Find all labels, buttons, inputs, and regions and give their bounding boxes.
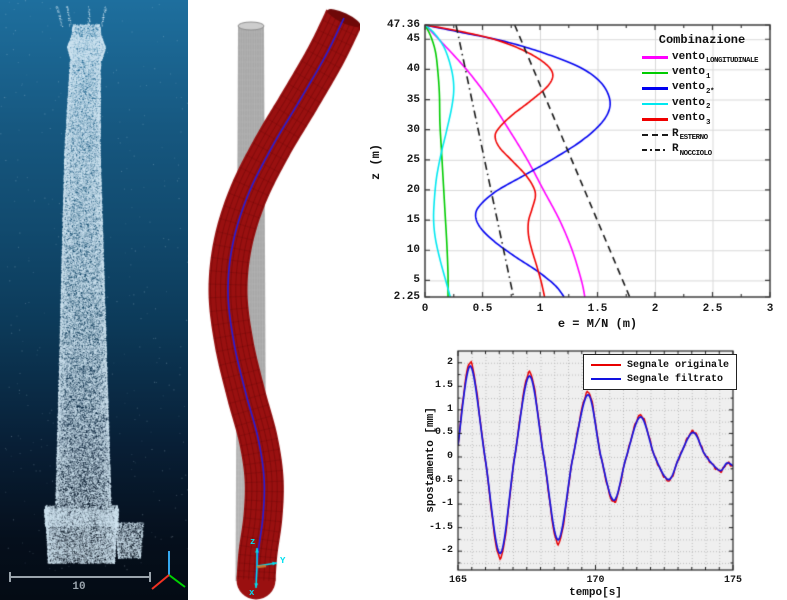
chart1-ytick-label: 15 [406, 214, 420, 227]
scale-bar [9, 572, 151, 582]
legend-label-base: vento [672, 66, 706, 79]
chart1-ytick-label: 47.36 [386, 19, 420, 31]
legend-label-base: vento [672, 96, 706, 109]
chart2-legend-item: Segnale originale [591, 358, 729, 372]
chart1-ytick-label: 40 [406, 63, 420, 76]
legend-item-label: vento2 [672, 96, 711, 112]
chart1-legend-title: Combinazione [658, 33, 746, 47]
chart2-ytick-label: 2 [446, 356, 453, 368]
chart1-ytick-label: 35 [406, 93, 420, 106]
axis-triad-icon [151, 551, 186, 590]
chart1-legend-item: RNOCCIOLO [632, 142, 772, 158]
legend-item-label: RNOCCIOLO [672, 143, 713, 158]
legend-label-base: vento [672, 112, 706, 125]
chart1-ytick-label: 25 [406, 153, 420, 166]
chart1-ytick-label: 20 [406, 183, 420, 196]
chart2-xtick-label: 170 [586, 575, 605, 586]
chart1-xtick-label: 3 [766, 303, 774, 315]
legend-item-label: RESTERNO [672, 127, 709, 143]
legend-label-base: R [672, 143, 679, 156]
pointcloud-canvas [0, 0, 188, 600]
legend-line-swatch-icon [591, 363, 621, 367]
chart2-ytick-label: -1 [440, 498, 453, 510]
eccentricity-chart: z (m) e = M/N (m) 2.25 5 10 15 20 25 30 35 40 45 4… [360, 0, 787, 345]
chart1-xtick-label: 0 [421, 303, 429, 315]
legend-item-label: ventoLONGITUDINALE [672, 50, 759, 66]
legend-item-label: vento2* [672, 81, 715, 96]
chart2-x-axis-label: tempo[s] [569, 587, 622, 599]
scale-bar-label: 10 [72, 581, 86, 593]
legend-line-swatch-icon [642, 149, 668, 152]
chart1-ytick-label: 2.25 [393, 291, 420, 303]
chart2-legend-item: Segnale filtrato [591, 372, 729, 386]
chart1-xtick-label: 1.5 [587, 303, 608, 315]
fem-mesh-canvas [188, 0, 360, 600]
legend-line-swatch-icon [642, 133, 668, 136]
chart1-xtick-label: 2.5 [702, 303, 723, 315]
chart1-legend-rows: ventoLONGITUDINALE vento1 vento2* vento2 ven… [632, 50, 772, 158]
chart2-ytick-label: 1.5 [434, 380, 453, 392]
chart1-legend-item: vento2* [632, 81, 772, 96]
legend-item-label: Segnale filtrato [627, 373, 724, 385]
chart1-legend-item: vento2 [632, 96, 772, 111]
legend-item-label: vento1 [672, 66, 711, 81]
chart2-ytick-label: 1 [446, 403, 453, 415]
chart2-ytick-label: 0.5 [434, 427, 453, 439]
chart1-legend-item: ventoLONGITUDINALE [632, 50, 772, 65]
legend-label-base: vento [672, 50, 706, 63]
chart2-ytick-label: 0 [446, 450, 453, 462]
chart1-xtick-label: 0.5 [472, 303, 493, 315]
legend-line-swatch-icon [642, 56, 668, 59]
chart1-ytick-label: 30 [406, 123, 420, 136]
eccentricity-chart-canvas [360, 0, 787, 345]
triad-label-x: x [249, 588, 255, 598]
legend-label-subscript: ESTERNO [679, 134, 709, 143]
chart2-xtick-label: 165 [448, 575, 467, 586]
chart2-legend: Segnale originale Segnale filtrato [583, 354, 738, 390]
legend-line-swatch-icon [642, 118, 668, 121]
legend-label-subscript: 2* [706, 87, 715, 96]
chart2-ytick-label: -0.5 [428, 474, 453, 486]
chart1-xtick-label: 2 [651, 303, 659, 315]
chart1-legend-item: vento1 [632, 65, 772, 81]
chart1-xtick-label: 1 [536, 303, 544, 315]
legend-label-base: R [672, 127, 679, 140]
legend-item-label: vento3 [672, 112, 711, 127]
triad-label-y: Y [280, 556, 286, 566]
legend-item-label: Segnale originale [627, 359, 730, 371]
chart2-xtick-label: 175 [723, 575, 742, 586]
chart1-legend: Combinazione ventoLONGITUDINALE vento1 ven… [632, 33, 772, 158]
fem-mesh-panel: z Y x [188, 0, 360, 600]
legend-label-subscript: NOCCIOLO [679, 149, 713, 158]
chart1-x-axis-label: e = M/N (m) [557, 317, 638, 331]
legend-label-subscript: 3 [706, 118, 711, 127]
legend-label-subscript: 2 [706, 103, 711, 112]
legend-label-subscript: 1 [706, 72, 711, 81]
legend-label-base: vento [672, 81, 706, 94]
legend-line-swatch-icon [591, 377, 621, 381]
chart2-ytick-label: -1.5 [428, 521, 453, 533]
legend-label-subscript: LONGITUDINALE [706, 57, 759, 66]
chart1-legend-item: RESTERNO [632, 127, 772, 142]
triad-label-z: z [250, 537, 256, 547]
legend-line-swatch-icon [642, 87, 668, 90]
pointcloud-panel: 10 [0, 0, 188, 600]
legend-line-swatch-icon [642, 102, 668, 106]
chart1-legend-item: vento3 [632, 112, 772, 127]
chart1-ytick-label: 45 [406, 33, 420, 46]
signal-chart: spostamento [mm] tempo[s] -2 -1.5 -1 -0.5 0 0… [415, 340, 787, 600]
chart1-ytick-label: 10 [406, 244, 420, 257]
legend-line-swatch-icon [642, 71, 668, 75]
chart2-ytick-label: -2 [440, 545, 453, 557]
chart1-ytick-label: 5 [413, 274, 420, 287]
